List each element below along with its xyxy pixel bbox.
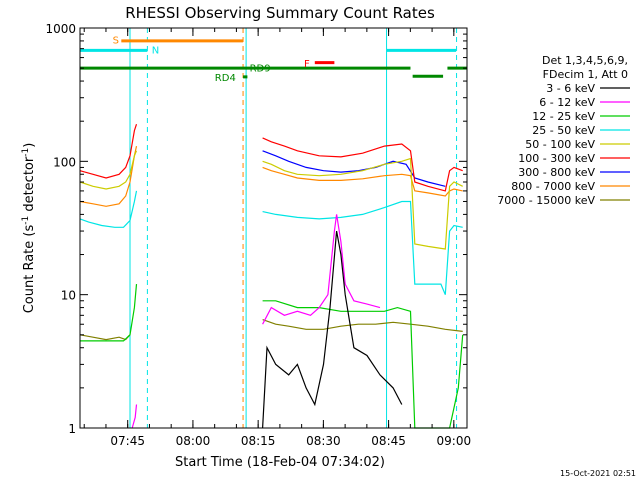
flag-label: F [304,59,310,70]
flag-label: S [113,35,119,46]
plot-area: S N F RD9 RD4 [79,28,467,429]
legend-label: 6 - 12 keV [539,96,595,109]
y-axis-label-sup2: -1 [21,148,31,157]
footer-timestamp: 15-Oct-2021 02:51 [560,469,636,478]
x-tick-label: 08:30 [306,434,341,448]
x-tick-label: 08:00 [176,434,211,448]
flag-label: N [152,45,159,56]
flag-label: RD9 [250,64,271,75]
series-line [262,137,463,192]
y-tick-label: 1000 [45,22,76,36]
legend-label: 300 - 800 keV [518,166,595,179]
y-axis-label-main: Count Rate (s [22,225,37,314]
series-line [131,404,138,429]
series-line [79,150,138,190]
legend-label: 25 - 50 keV [532,124,595,137]
y-axis-label-mid: detector [22,156,37,216]
legend-label: 12 - 25 keV [532,110,595,123]
series-line [262,319,463,332]
x-tick-label: 08:15 [241,434,276,448]
legend-label: 100 - 300 keV [518,152,595,165]
series-line [79,190,138,228]
legend-label: 3 - 6 keV [546,82,595,95]
chart-title: RHESSI Observing Summary Count Rates [125,4,435,22]
y-tick-label: 100 [53,155,76,169]
y-tick-label: 1 [68,422,76,436]
legend-header-1: Det 1,3,4,5,6,9, [542,54,628,67]
plot-frame [79,27,468,429]
x-axis: 07:45 08:00 08:15 08:30 08:45 09:00 [83,28,472,448]
legend-header-2: FDecim 1, Att 0 [543,68,628,81]
series-line [262,200,463,295]
y-axis-label: Count Rate (s-1 detector-1) [21,143,37,314]
legend-label: 50 - 100 keV [525,138,595,151]
flag-label: RD4 [215,73,236,84]
x-axis-label: Start Time (18-Feb-04 07:34:02) [175,455,385,470]
series-line [262,166,463,197]
y-axis-label-sup1: -1 [21,216,31,225]
legend-label: 7000 - 15000 keV [497,194,595,207]
legend-label: 800 - 7000 keV [511,180,595,193]
series-line [262,230,403,429]
x-tick-label: 08:45 [371,434,406,448]
y-axis-label-end: ) [22,143,37,148]
series-line [262,157,463,250]
series-line [79,124,138,179]
series-line [262,214,381,325]
y-axis: 1 10 100 1000 [45,22,467,436]
x-tick-label: 07:45 [110,434,145,448]
series-line [80,284,138,342]
y-tick-label: 10 [61,289,76,303]
x-tick-label: 09:00 [437,434,472,448]
legend: Det 1,3,4,5,6,9, FDecim 1, Att 0 3 - 6 k… [497,54,630,207]
